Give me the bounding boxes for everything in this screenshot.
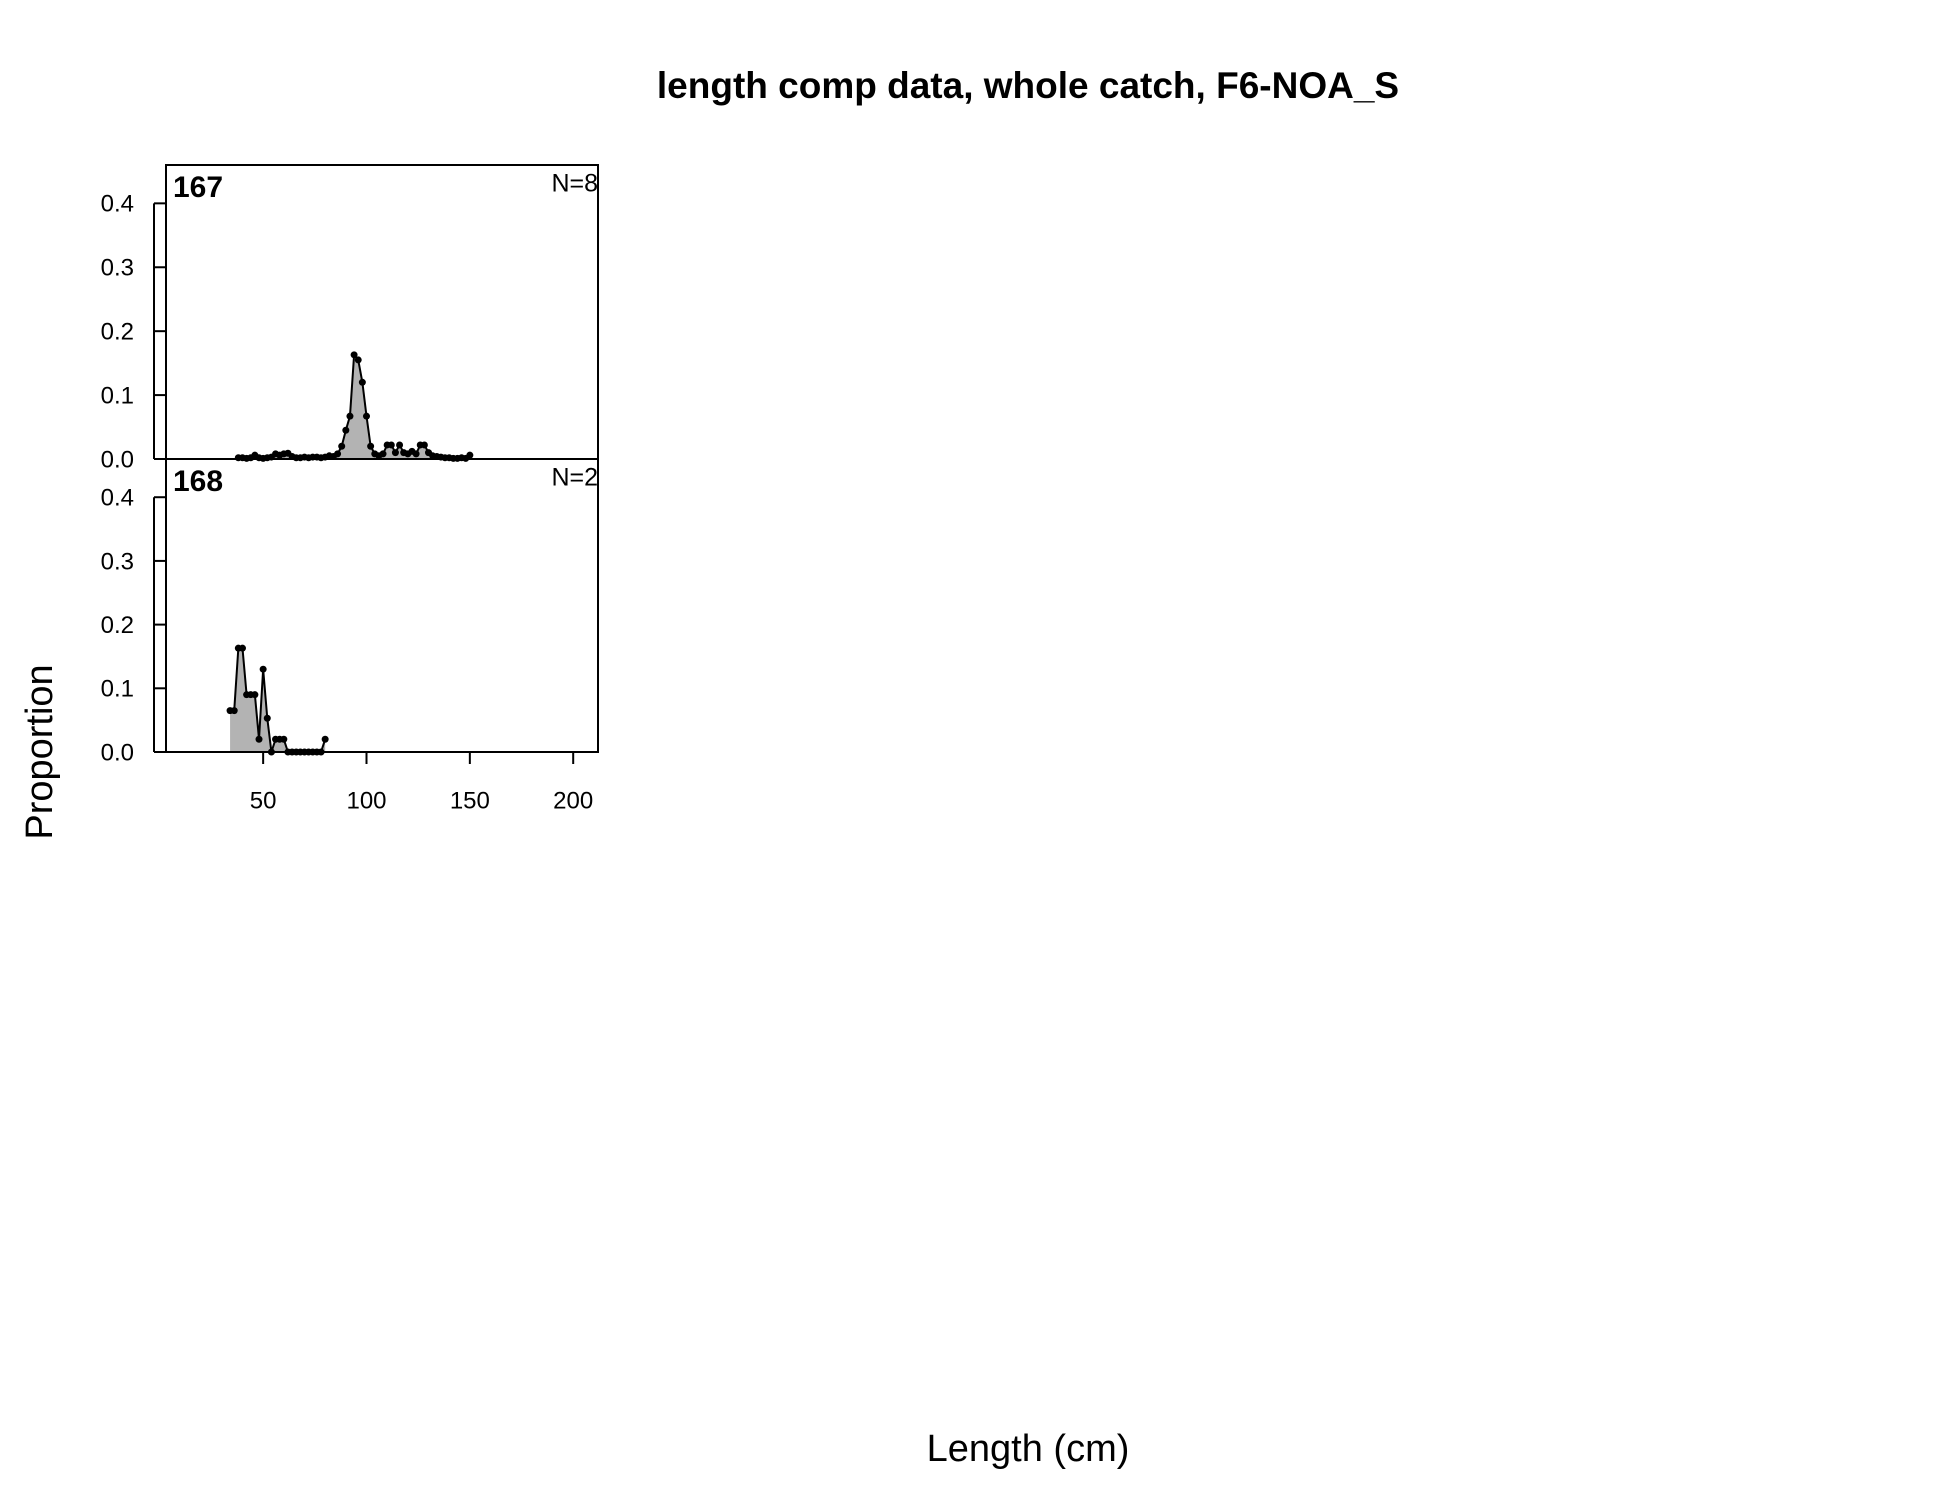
y-tick-label: 0.3 (101, 548, 134, 575)
point (280, 735, 288, 743)
y-tick-label: 0.1 (101, 382, 134, 409)
point (391, 449, 399, 457)
point (354, 356, 362, 364)
sample-size: N=8 (551, 170, 598, 198)
point (358, 378, 366, 386)
point (420, 441, 428, 449)
point (338, 442, 346, 450)
area (238, 354, 470, 459)
panel-label: 167 (173, 171, 223, 204)
point (367, 442, 375, 450)
point (412, 450, 420, 458)
y-tick-label: 0.0 (101, 446, 134, 473)
point (255, 735, 263, 743)
point (350, 351, 358, 359)
y-tick-label: 0.4 (101, 191, 134, 218)
point (334, 450, 342, 458)
y-tick-label: 0.0 (101, 739, 134, 766)
panel-frame (165, 164, 599, 460)
x-tick-label: 200 (553, 787, 593, 814)
x-tick-label: 100 (346, 787, 386, 814)
panel-label: 168 (173, 465, 223, 498)
point (379, 450, 387, 458)
point (387, 441, 395, 449)
point (321, 735, 329, 743)
point (259, 665, 267, 673)
point (396, 441, 404, 449)
point (263, 714, 271, 722)
point (230, 707, 238, 715)
area (230, 648, 326, 752)
sample-size: N=2 (551, 464, 598, 492)
point (238, 644, 246, 652)
point (346, 412, 354, 420)
point (362, 412, 370, 420)
point (342, 426, 350, 434)
y-tick-label: 0.3 (101, 255, 134, 282)
x-tick-label: 150 (450, 787, 490, 814)
point (251, 691, 259, 699)
y-tick-label: 0.2 (101, 612, 134, 639)
x-tick-label: 50 (250, 787, 277, 814)
y-tick-label: 0.4 (101, 485, 134, 512)
panel-frame (165, 458, 599, 753)
y-tick-label: 0.1 (101, 676, 134, 703)
x-axis-label: Length (cm) (927, 1428, 1130, 1470)
point (466, 451, 474, 459)
y-tick-label: 0.2 (101, 319, 134, 346)
y-axis-label: Proportion (19, 664, 61, 839)
chart-title: length comp data, whole catch, F6-NOA_S (657, 65, 1399, 106)
